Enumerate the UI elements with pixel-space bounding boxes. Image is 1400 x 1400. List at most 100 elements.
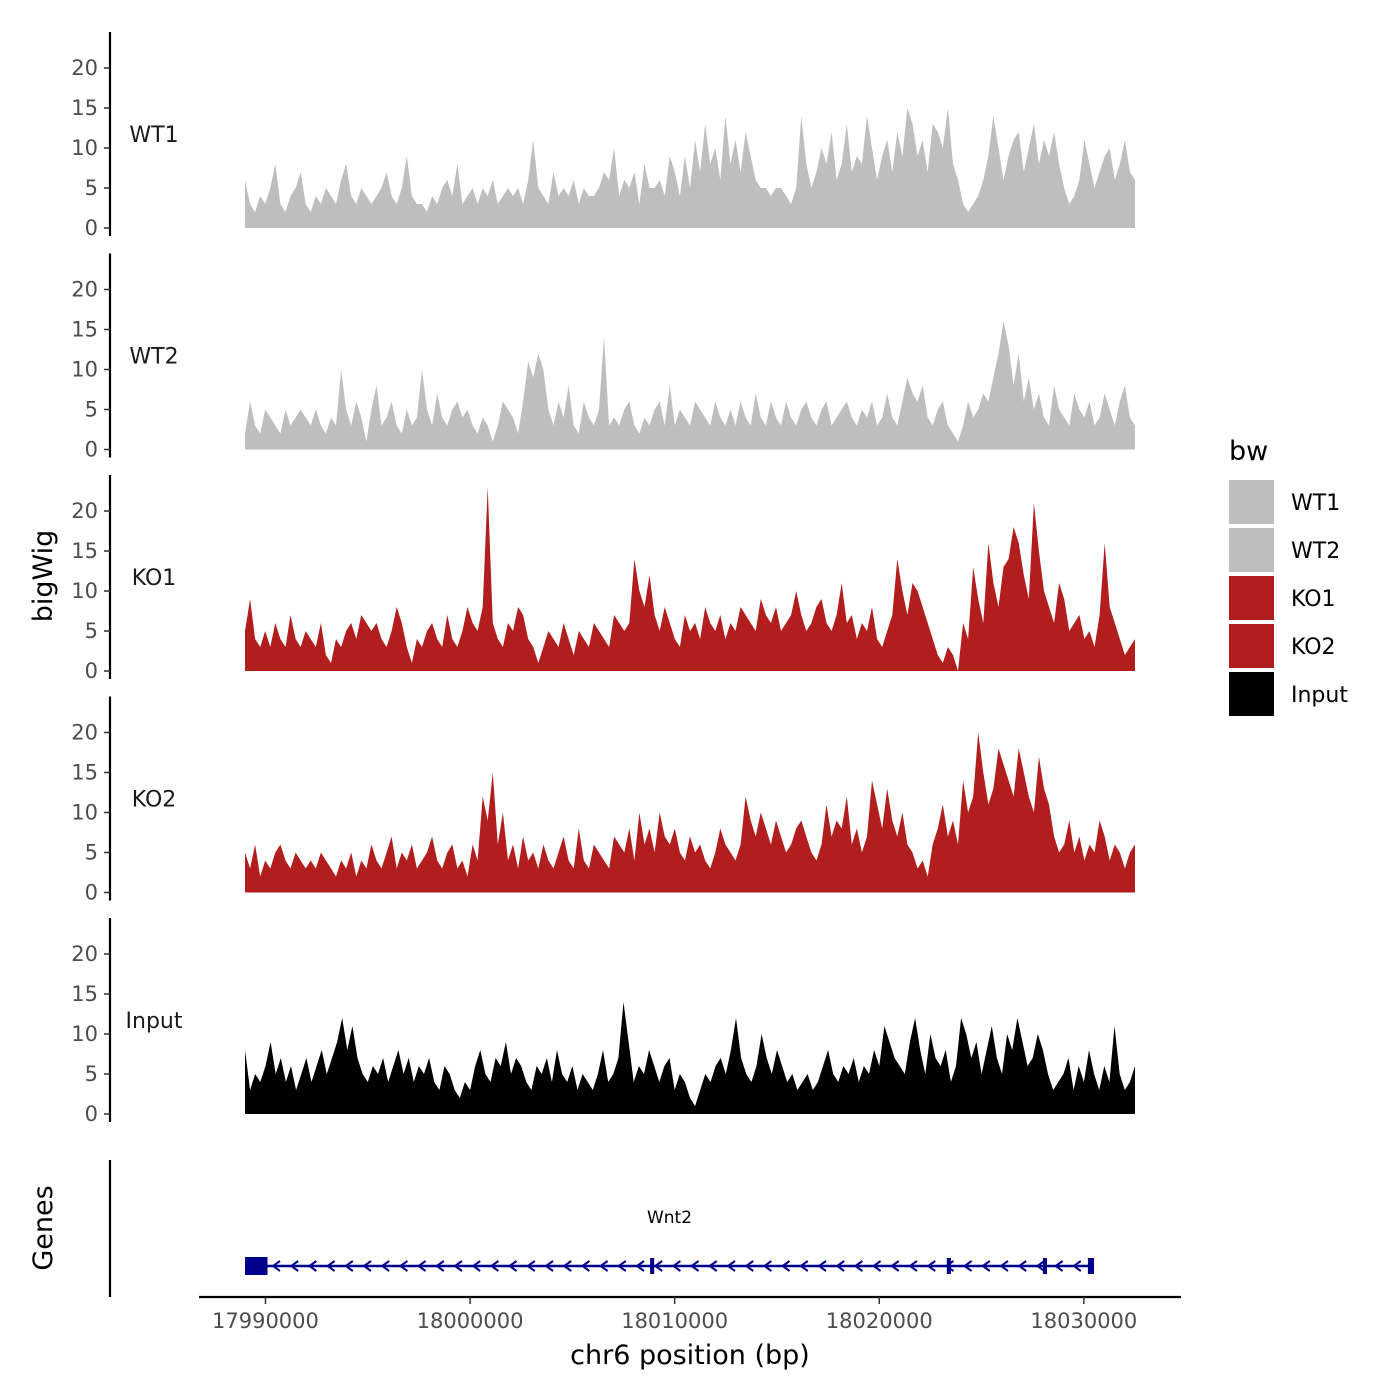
track-wt2: 0 5 10 15 20 WT2 [71,253,1135,462]
legend-label: WT2 [1291,539,1340,564]
coverage-area-ko1 [245,487,1135,671]
y-tick-label: 5 [85,1062,98,1086]
y-tick-label: 10 [71,1022,98,1046]
strand-arrow [435,1260,445,1272]
strand-arrow [981,1260,991,1272]
y-tick-label: 20 [71,721,98,745]
x-tick-label: 18000000 [417,1309,524,1333]
strand-arrow [325,1260,336,1272]
legend-swatch-ko2 [1229,624,1274,668]
legend-swatch-ko1 [1229,576,1274,620]
strand-arrow [1072,1260,1082,1272]
y-tick-label: 10 [71,136,98,160]
strand-arrow [835,1260,845,1272]
y-tick-label: 0 [85,659,98,683]
exon [1042,1258,1047,1274]
strand-arrow [1035,1260,1045,1272]
strand-arrow [708,1260,718,1272]
y-tick-label: 10 [71,801,98,825]
strand-arrow [635,1260,645,1272]
x-tick-label: 18030000 [1030,1309,1137,1333]
gene-track-title: Genes [28,1185,59,1270]
y-tick-label: 10 [71,579,98,603]
coverage-area-ko2 [245,732,1135,893]
strand-arrows [271,1260,1082,1272]
y-tick-label: 5 [85,841,98,865]
strand-arrow [1053,1260,1064,1272]
track-label: Input [126,1009,183,1034]
x-tick-label: 17990000 [212,1309,319,1333]
strand-arrow [908,1260,918,1272]
legend-swatch-wt1 [1229,480,1274,524]
strand-arrow [944,1260,954,1272]
exon [245,1257,268,1275]
legend-swatch-input [1229,672,1274,716]
strand-arrow [398,1260,408,1272]
y-tick-label: 0 [85,881,98,905]
strand-arrow [744,1260,754,1272]
x-axis-title: chr6 position (bp) [570,1340,810,1371]
track-label: KO2 [132,788,177,813]
y-tick-label: 15 [71,539,98,563]
strand-arrow [671,1260,681,1272]
y-tick-label: 15 [71,96,98,120]
coverage-area-wt1 [245,108,1135,228]
strand-arrow [362,1260,372,1272]
y-tick-label: 20 [71,499,98,523]
y-tick-label: 10 [71,358,98,382]
track-label: WT1 [129,123,178,148]
legend-label: KO2 [1291,635,1336,660]
y-tick-label: 15 [71,982,98,1006]
strand-arrow [617,1260,627,1272]
strand-arrow [799,1260,809,1272]
y-tick-label: 20 [71,56,98,80]
coverage-area-wt2 [245,321,1135,450]
strand-arrow [1017,1260,1027,1272]
strand-arrow [762,1260,772,1272]
track-wt1: 0 5 10 15 20 WT1 [71,32,1135,240]
strand-arrow [380,1260,390,1272]
exon [946,1258,951,1274]
strand-arrow [344,1260,354,1272]
y-tick-label: 20 [71,942,98,966]
y-tick-label: 5 [85,176,98,200]
legend-label: KO1 [1291,587,1336,612]
strand-arrow [307,1260,317,1272]
x-axis: 17990000 18000000 18010000 18020000 18030000 [199,1295,1181,1333]
strand-arrow [962,1260,973,1272]
exon [650,1258,655,1274]
gene-track-panel: Wnt2 [108,1160,1095,1297]
strand-arrow [271,1260,281,1272]
y-tick-label: 5 [85,398,98,422]
strand-arrow [999,1260,1009,1272]
strand-arrow [926,1260,936,1272]
coverage-area-input [245,1002,1135,1114]
strand-arrow [853,1260,863,1272]
x-tick-label: 18020000 [826,1309,933,1333]
strand-arrow [489,1260,499,1272]
y-tick-label: 0 [85,216,98,240]
legend-title: bw [1229,436,1268,467]
legend-swatch-wt2 [1229,528,1274,572]
strand-arrow [416,1260,427,1272]
gene-label: Wnt2 [647,1208,692,1228]
strand-arrow [890,1260,900,1272]
strand-arrow [780,1260,791,1272]
legend-label: WT1 [1291,491,1340,516]
strand-arrow [507,1260,518,1272]
y-tick-label: 5 [85,619,98,643]
track-ko1: 0 5 10 15 20 KO1 [71,475,1135,683]
coverage-panels: 0 5 10 15 20 WT1 0 5 10 15 20 WT2 0 5 10 15 20 KO1 0 5 10 15 2… [71,32,1135,1126]
strand-arrow [653,1260,663,1272]
strand-arrow [526,1260,536,1272]
strand-arrow [580,1260,590,1272]
y-tick-label: 0 [85,438,98,462]
track-ko2: 0 5 10 15 20 KO2 [71,696,1135,905]
y-tick-label: 15 [71,318,98,342]
strand-arrow [289,1260,299,1272]
y-tick-label: 15 [71,761,98,785]
legend-label: Input [1291,683,1348,708]
y-tick-label: 0 [85,1102,98,1126]
exon [1087,1258,1094,1274]
